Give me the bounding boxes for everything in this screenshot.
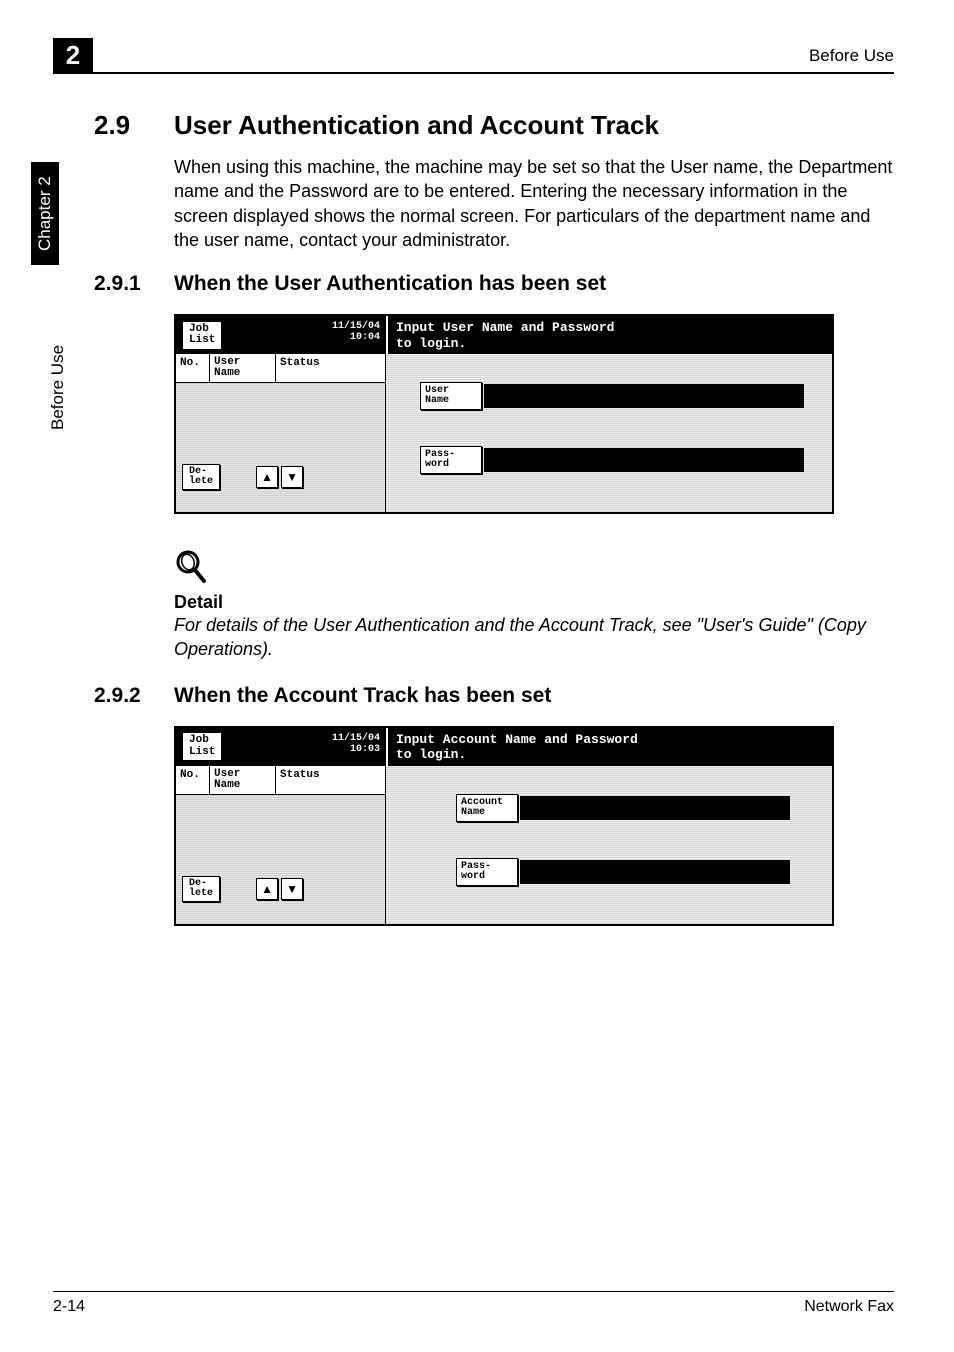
scroll-arrows: ▲ ▼ [256, 466, 303, 488]
section-heading: 2.9 User Authentication and Account Trac… [94, 110, 894, 141]
user-name-button[interactable]: User Name [420, 382, 482, 410]
lcd-header: Job List 11/15/04 10:03 Input Account Na… [176, 728, 832, 766]
col-status: Status [276, 766, 385, 794]
magnifier-icon [174, 548, 894, 590]
footer-page-number: 2-14 [53, 1298, 85, 1316]
password-button[interactable]: Pass- word [420, 446, 482, 474]
lcd-panel: Job List 11/15/04 10:04 Input User Name … [174, 314, 834, 514]
arrow-up-button[interactable]: ▲ [256, 466, 278, 488]
user-name-field[interactable] [484, 384, 804, 408]
detail-text: For details of the User Authentication a… [174, 613, 894, 662]
delete-button[interactable]: De- lete [182, 876, 220, 902]
password-field[interactable] [520, 860, 790, 884]
lcd-main-panel: Account Name Pass- word [386, 766, 832, 924]
col-status: Status [276, 354, 385, 382]
lcd-job-list-panel: No. User Name Status De- lete ▲ ▼ [176, 354, 386, 512]
account-name-field[interactable] [520, 796, 790, 820]
lcd-joblist-area: Job List 11/15/04 10:03 [176, 728, 386, 766]
lcd-main-panel: User Name Pass- word [386, 354, 832, 512]
user-name-row: User Name [420, 382, 804, 410]
password-field[interactable] [484, 448, 804, 472]
subsection-heading: 2.9.2 When the Account Track has been se… [94, 684, 894, 708]
section-title: User Authentication and Account Track [174, 110, 659, 141]
account-name-button[interactable]: Account Name [456, 794, 518, 822]
footer-rule [53, 1291, 894, 1292]
lcd-job-list-controls: De- lete ▲ ▼ [182, 464, 379, 490]
col-user: User Name [210, 354, 276, 382]
subsection-number: 2.9.1 [94, 272, 174, 296]
lcd-joblist-area: Job List 11/15/04 10:04 [176, 316, 386, 354]
subsection-heading: 2.9.1 When the User Authentication has b… [94, 272, 894, 296]
arrow-down-button[interactable]: ▼ [281, 466, 303, 488]
lcd-job-list-header: No. User Name Status [176, 354, 385, 383]
lcd-screenshot-account-track: Job List 11/15/04 10:03 Input Account Na… [174, 726, 894, 926]
col-no: No. [176, 766, 210, 794]
subsection-number: 2.9.2 [94, 684, 174, 708]
lcd-job-list-controls: De- lete ▲ ▼ [182, 876, 379, 902]
password-button[interactable]: Pass- word [456, 858, 518, 886]
job-list-button[interactable]: Job List [182, 321, 222, 350]
detail-note: Detail For details of the User Authentic… [174, 548, 894, 662]
lcd-header: Job List 11/15/04 10:04 Input User Name … [176, 316, 832, 354]
account-name-row: Account Name [456, 794, 790, 822]
chapter-tab: 2 [53, 38, 93, 72]
lcd-message: Input Account Name and Password to login… [386, 728, 832, 766]
job-list-button[interactable]: Job List [182, 732, 222, 761]
header-running-title: Before Use [809, 46, 894, 66]
password-row: Pass- word [456, 858, 790, 886]
side-chapter-label: Chapter 2 [31, 162, 59, 265]
lcd-body: No. User Name Status De- lete ▲ ▼ Us [176, 354, 832, 512]
password-row: Pass- word [420, 446, 804, 474]
subsection-title: When the Account Track has been set [174, 684, 551, 708]
lcd-body: No. User Name Status De- lete ▲ ▼ Ac [176, 766, 832, 924]
side-section-label: Before Use [48, 345, 68, 430]
col-user: User Name [210, 766, 276, 794]
col-no: No. [176, 354, 210, 382]
lcd-screenshot-user-auth: Job List 11/15/04 10:04 Input User Name … [174, 314, 894, 514]
subsection-title: When the User Authentication has been se… [174, 272, 606, 296]
lcd-job-list-panel: No. User Name Status De- lete ▲ ▼ [176, 766, 386, 924]
lcd-datetime: 11/15/04 10:04 [332, 321, 380, 343]
delete-button[interactable]: De- lete [182, 464, 220, 490]
detail-label: Detail [174, 592, 894, 613]
arrow-down-button[interactable]: ▼ [281, 878, 303, 900]
page-content: 2.9 User Authentication and Account Trac… [94, 100, 894, 954]
section-number: 2.9 [94, 110, 174, 141]
lcd-panel: Job List 11/15/04 10:03 Input Account Na… [174, 726, 834, 926]
lcd-datetime: 11/15/04 10:03 [332, 733, 380, 755]
arrow-up-button[interactable]: ▲ [256, 878, 278, 900]
header-rule [53, 72, 894, 74]
lcd-job-list-header: No. User Name Status [176, 766, 385, 795]
footer-title: Network Fax [804, 1298, 894, 1316]
lcd-message: Input User Name and Password to login. [386, 316, 832, 354]
section-paragraph: When using this machine, the machine may… [174, 155, 894, 252]
scroll-arrows: ▲ ▼ [256, 878, 303, 900]
